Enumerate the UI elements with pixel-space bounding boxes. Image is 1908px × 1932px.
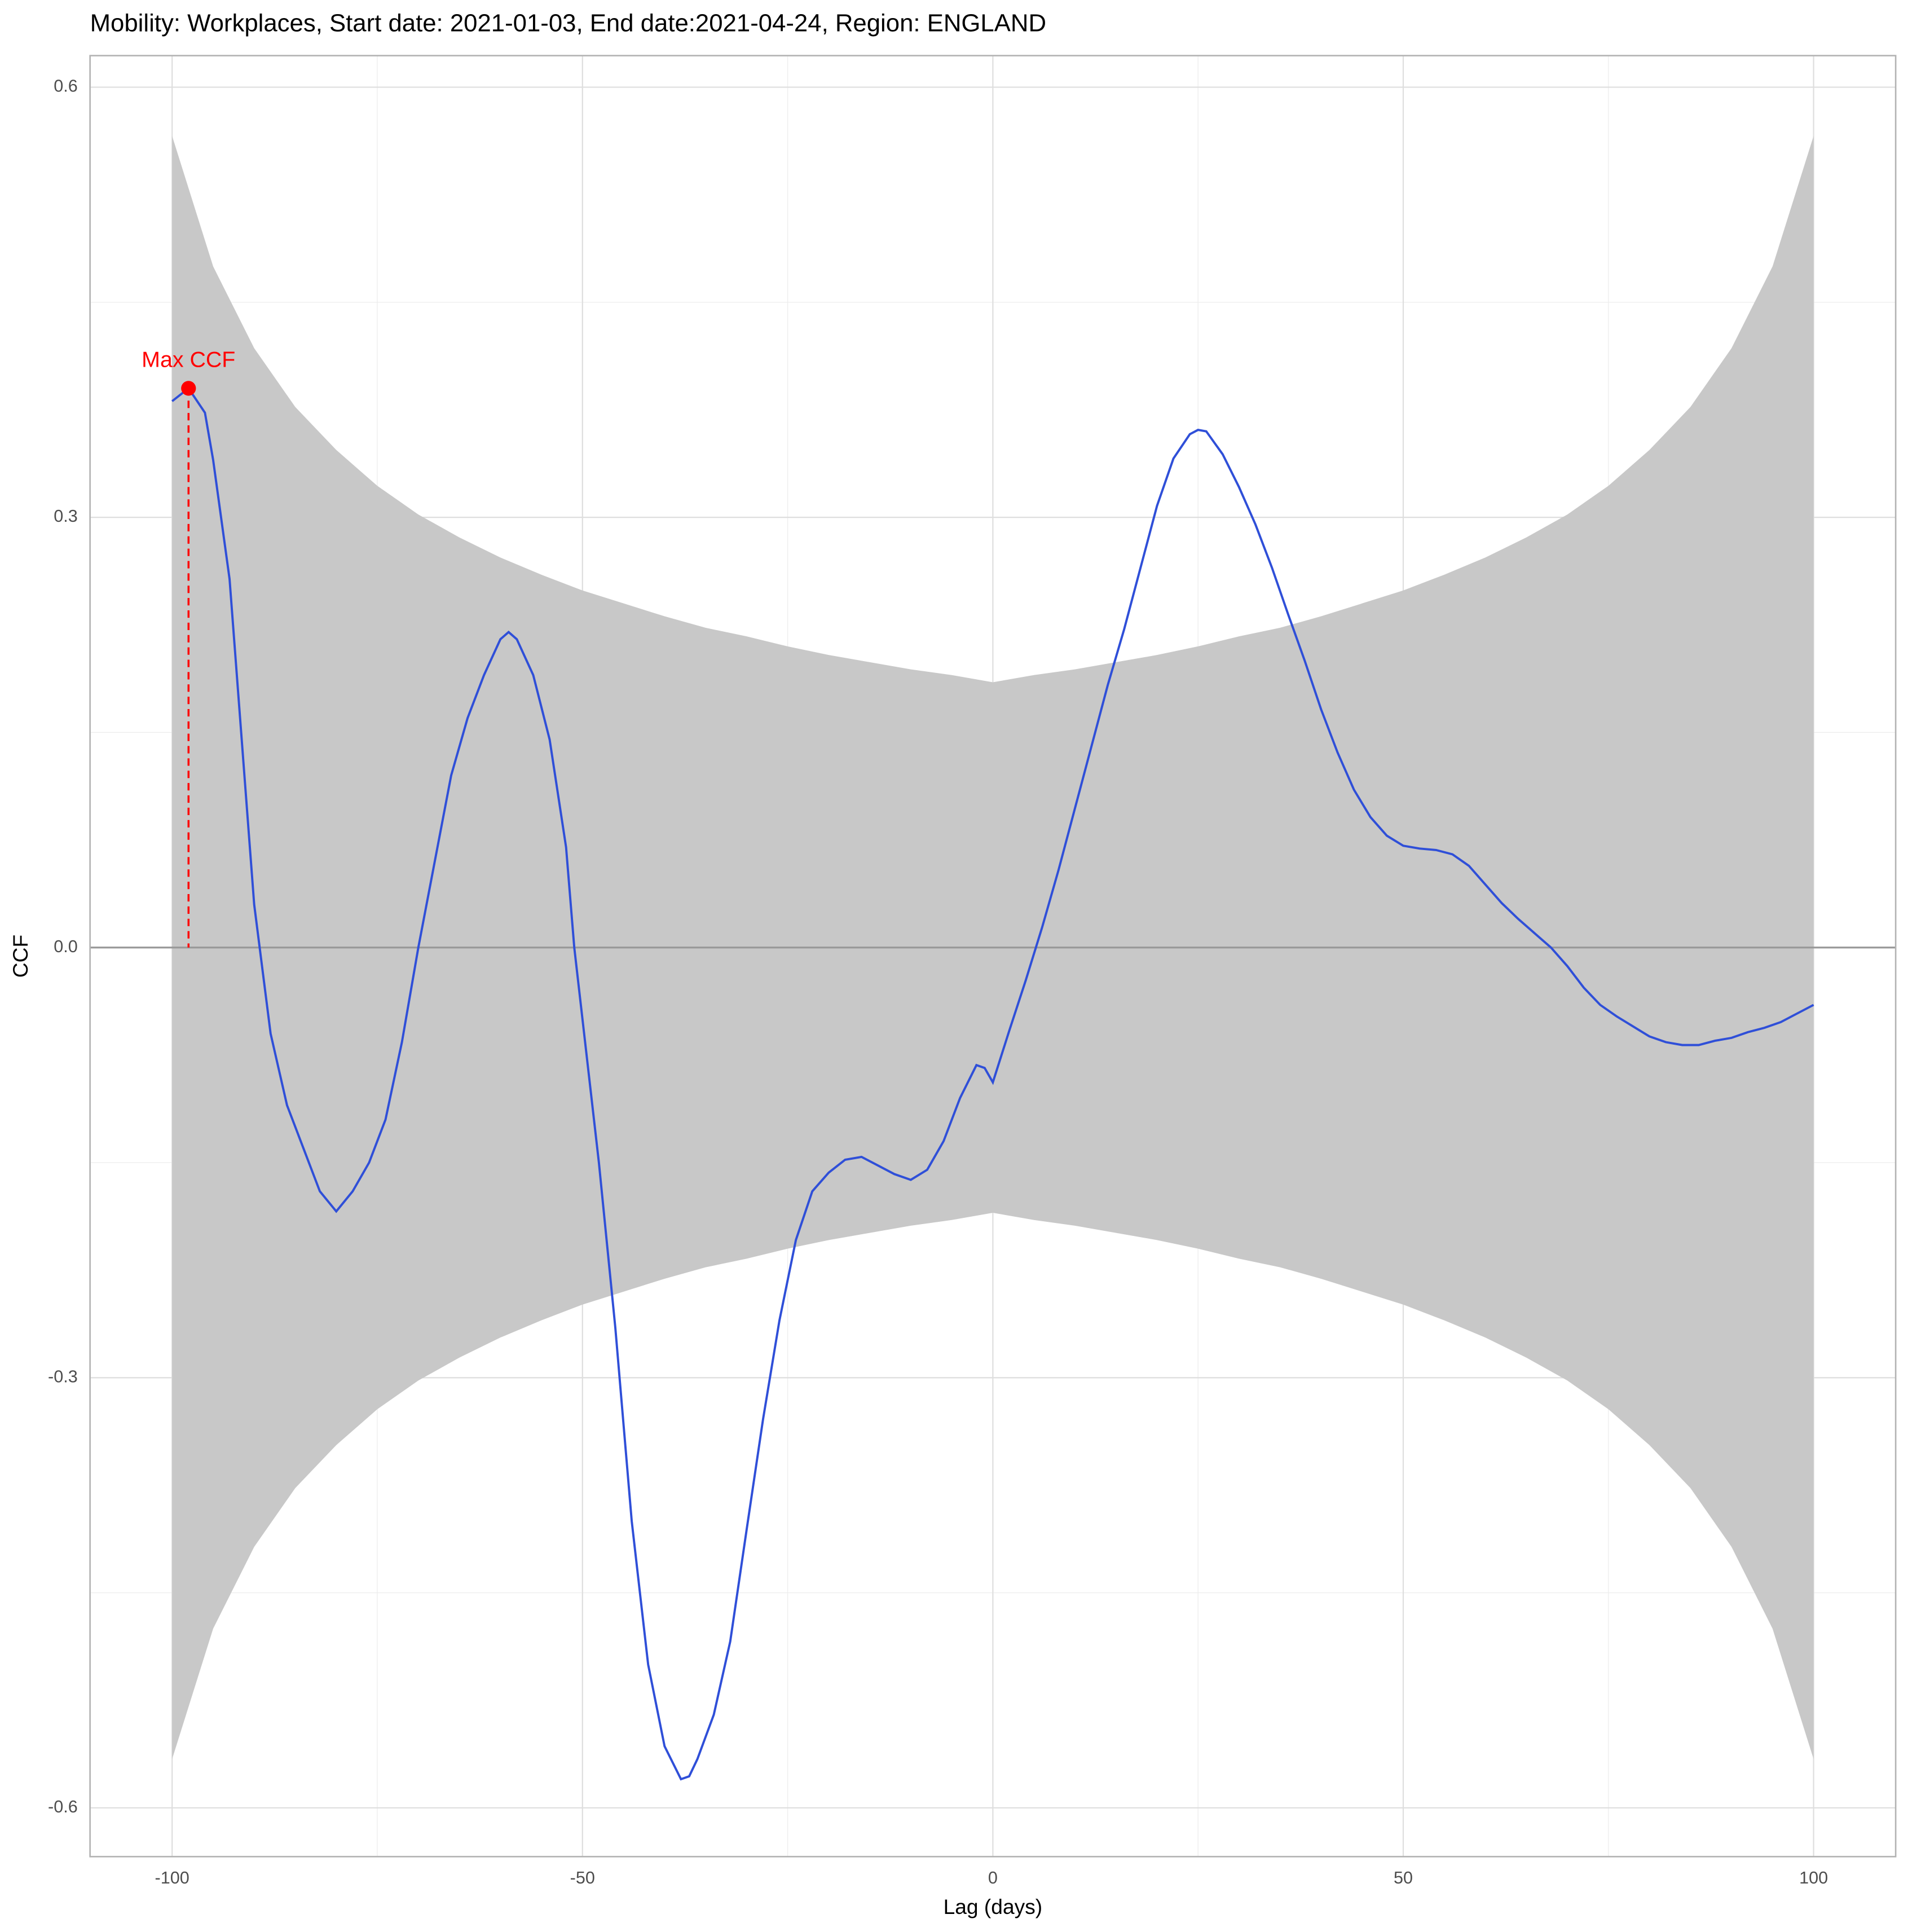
chart-title: Mobility: Workplaces, Start date: 2021-0… — [90, 10, 1046, 37]
ccf-line — [171, 386, 1814, 1781]
panel-border — [89, 55, 1897, 1858]
max-label: Max CCF — [142, 347, 235, 372]
y-tick-label: -0.6 — [48, 1797, 78, 1816]
y-tick-label: -0.3 — [48, 1367, 78, 1386]
x-tick-label: -100 — [155, 1868, 190, 1887]
y-tick-label: 0.3 — [54, 507, 78, 526]
x-tick-label: 50 — [1394, 1868, 1413, 1887]
x-tick-label: -50 — [570, 1868, 595, 1887]
y-tick-label: 0.0 — [54, 937, 78, 956]
x-tick-label: 0 — [988, 1868, 998, 1887]
x-axis-title: Lag (days) — [944, 1895, 1043, 1918]
max-point — [181, 381, 196, 396]
y-tick-label: 0.6 — [54, 77, 78, 96]
y-axis-title: CCF — [8, 935, 32, 978]
x-tick-label: 100 — [1799, 1868, 1828, 1887]
